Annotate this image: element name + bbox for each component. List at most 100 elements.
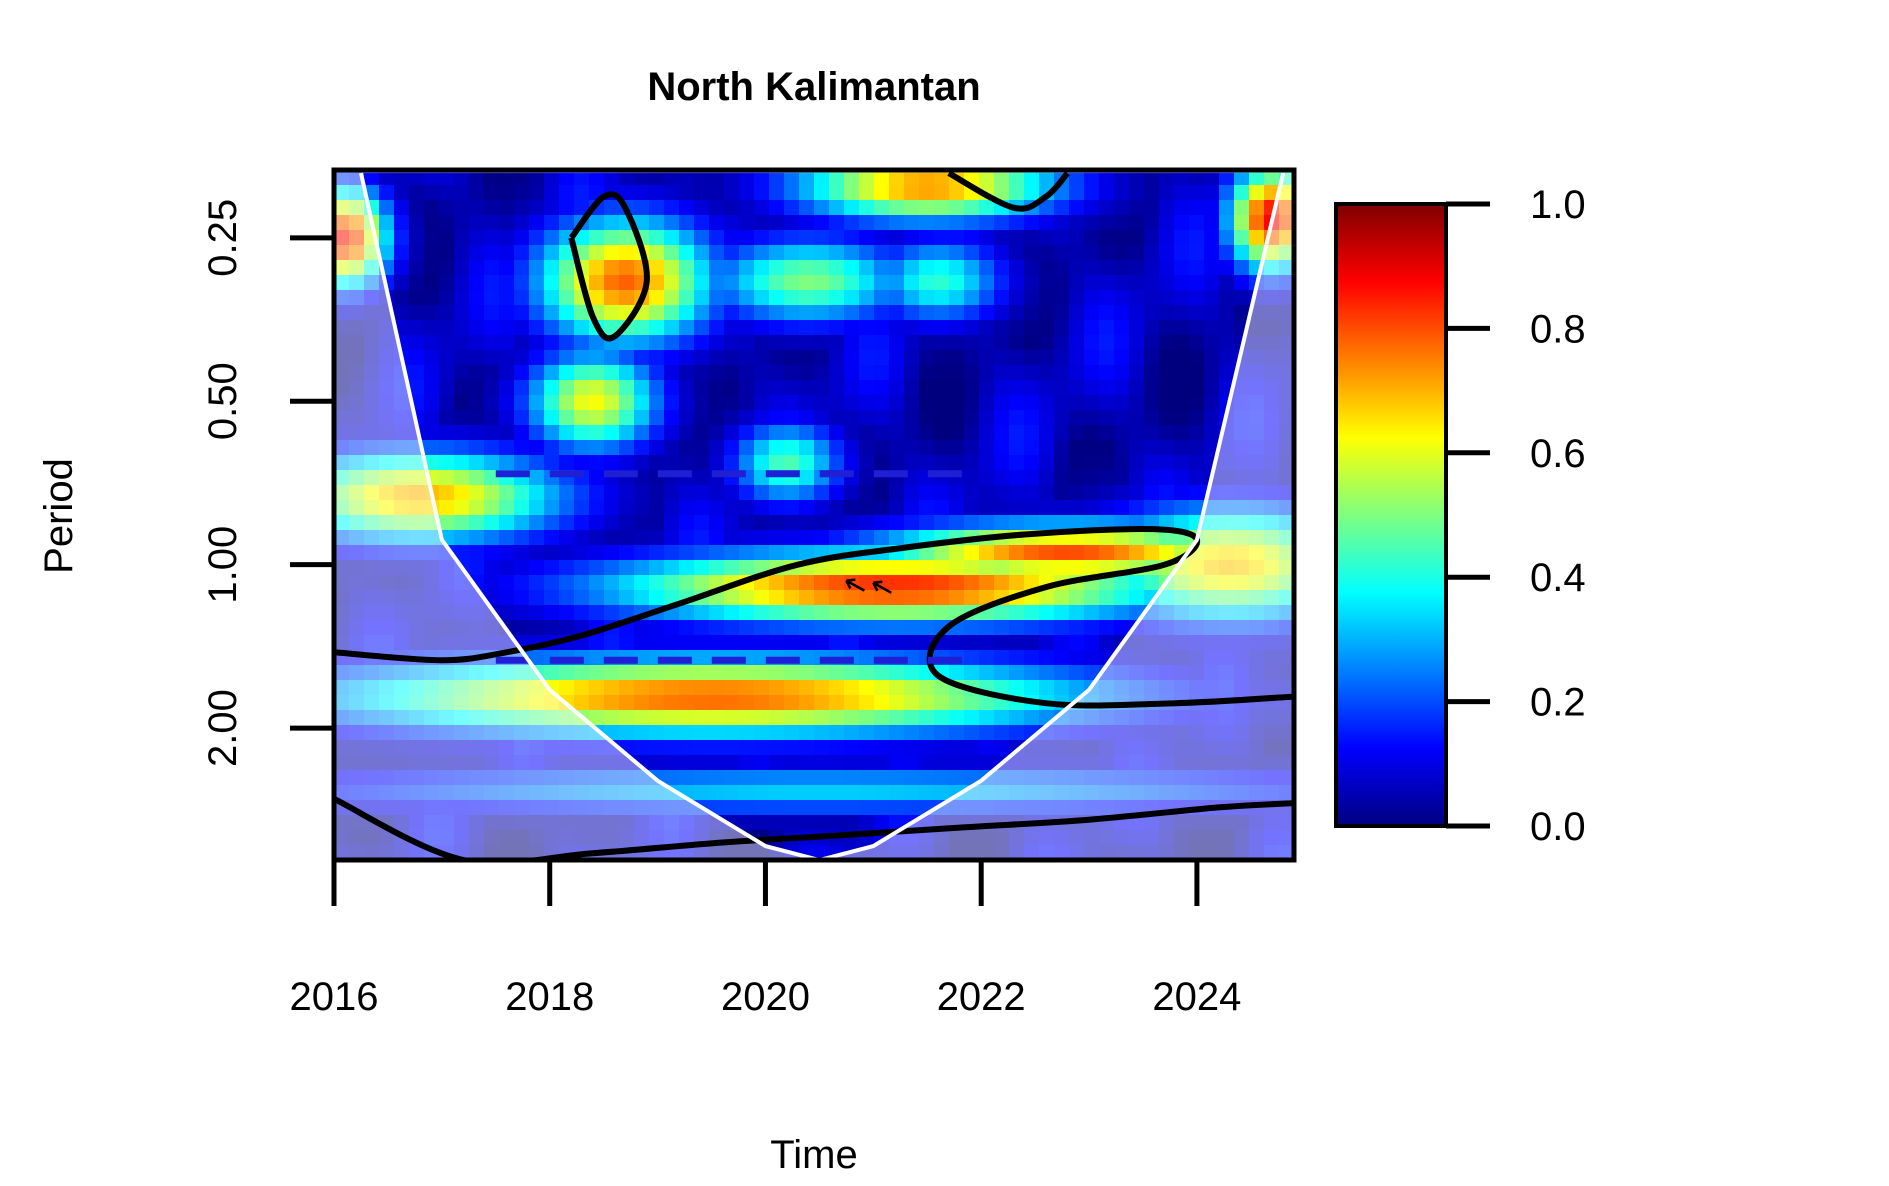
heat-cell	[1219, 605, 1235, 621]
heat-cell	[1204, 260, 1220, 276]
heat-cell	[1129, 425, 1145, 441]
heat-cell	[1144, 530, 1160, 546]
heat-cell	[814, 725, 830, 741]
heat-cell	[754, 425, 770, 441]
heat-cell	[784, 185, 800, 201]
heat-cell	[664, 530, 680, 546]
heat-cell	[1219, 725, 1235, 741]
heat-cell	[889, 755, 905, 771]
heat-cell	[829, 605, 845, 621]
heat-cell	[1039, 455, 1055, 471]
heat-cell	[844, 230, 860, 246]
heat-cell	[979, 200, 995, 216]
heat-cell	[664, 230, 680, 246]
heat-cell	[604, 215, 620, 231]
heat-cell	[1219, 620, 1235, 636]
heat-cell	[604, 830, 620, 846]
heat-cell	[1129, 680, 1145, 696]
heat-cell	[409, 665, 425, 681]
heat-cell	[1054, 725, 1070, 741]
heat-cell	[724, 320, 740, 336]
heat-cell	[469, 485, 485, 501]
heat-cell	[664, 170, 680, 186]
heat-cell	[634, 500, 650, 516]
heat-cell	[634, 470, 650, 486]
heat-cell	[994, 440, 1010, 456]
heat-cell	[1144, 620, 1160, 636]
heat-cell	[364, 470, 380, 486]
heat-cell	[814, 530, 830, 546]
heat-cell	[694, 455, 710, 471]
heat-cell	[1084, 560, 1100, 576]
heat-cell	[934, 590, 950, 606]
heat-cell	[1174, 845, 1190, 860]
heat-cell	[1264, 290, 1280, 306]
heat-cell	[1039, 335, 1055, 351]
heat-cell	[544, 575, 560, 591]
heat-cell	[829, 590, 845, 606]
heat-cell	[1009, 635, 1025, 651]
heat-cell	[1234, 500, 1250, 516]
heat-cell	[994, 680, 1010, 696]
heat-cell	[829, 290, 845, 306]
heat-cell	[1174, 515, 1190, 531]
heat-cell	[814, 215, 830, 231]
heat-cell	[619, 635, 635, 651]
heat-cell	[454, 515, 470, 531]
heat-cell	[874, 335, 890, 351]
heat-cell	[1174, 770, 1190, 786]
heat-cell	[484, 785, 500, 801]
heat-cell	[844, 305, 860, 321]
heat-cell	[799, 200, 815, 216]
heat-cell	[889, 185, 905, 201]
heat-cell	[1024, 260, 1040, 276]
heat-cell	[829, 620, 845, 636]
heat-cell	[649, 710, 665, 726]
heat-cell	[859, 500, 875, 516]
heat-cell	[664, 455, 680, 471]
heat-cell	[559, 785, 575, 801]
heat-cell	[709, 515, 725, 531]
heat-cell	[964, 845, 980, 860]
heat-cell	[889, 635, 905, 651]
heat-cell	[469, 395, 485, 411]
heat-cell	[1069, 725, 1085, 741]
heat-cell	[589, 575, 605, 591]
heat-cell	[1159, 380, 1175, 396]
heat-cell	[604, 785, 620, 801]
heat-cell	[484, 755, 500, 771]
heat-cell	[904, 395, 920, 411]
heat-cell	[679, 560, 695, 576]
heat-cell	[754, 230, 770, 246]
heat-cell	[1009, 485, 1025, 501]
heat-cell	[679, 575, 695, 591]
heat-cell	[1264, 650, 1280, 666]
heat-cell	[1264, 260, 1280, 276]
heat-cell	[799, 245, 815, 261]
heat-cell	[364, 320, 380, 336]
heat-cell	[514, 605, 530, 621]
heat-cell	[469, 290, 485, 306]
heat-cell	[994, 635, 1010, 651]
heat-cell	[1084, 740, 1100, 756]
heat-cell	[1219, 680, 1235, 696]
heat-cell	[1159, 605, 1175, 621]
heat-cell	[349, 470, 365, 486]
heat-cell	[709, 335, 725, 351]
heat-cell	[649, 800, 665, 816]
heat-cell	[664, 350, 680, 366]
heat-cell	[679, 275, 695, 291]
heat-cell	[874, 590, 890, 606]
heat-cell	[679, 230, 695, 246]
heat-cell	[1009, 290, 1025, 306]
heat-cell	[904, 410, 920, 426]
heat-cell	[1159, 440, 1175, 456]
heat-cell	[994, 215, 1010, 231]
heat-cell	[904, 845, 920, 860]
colorbar-tick-label: 0.4	[1530, 556, 1586, 600]
heat-cell	[784, 335, 800, 351]
heat-cell	[964, 635, 980, 651]
heat-cell	[1189, 590, 1205, 606]
heat-cell	[1159, 680, 1175, 696]
heat-cell	[1009, 185, 1025, 201]
